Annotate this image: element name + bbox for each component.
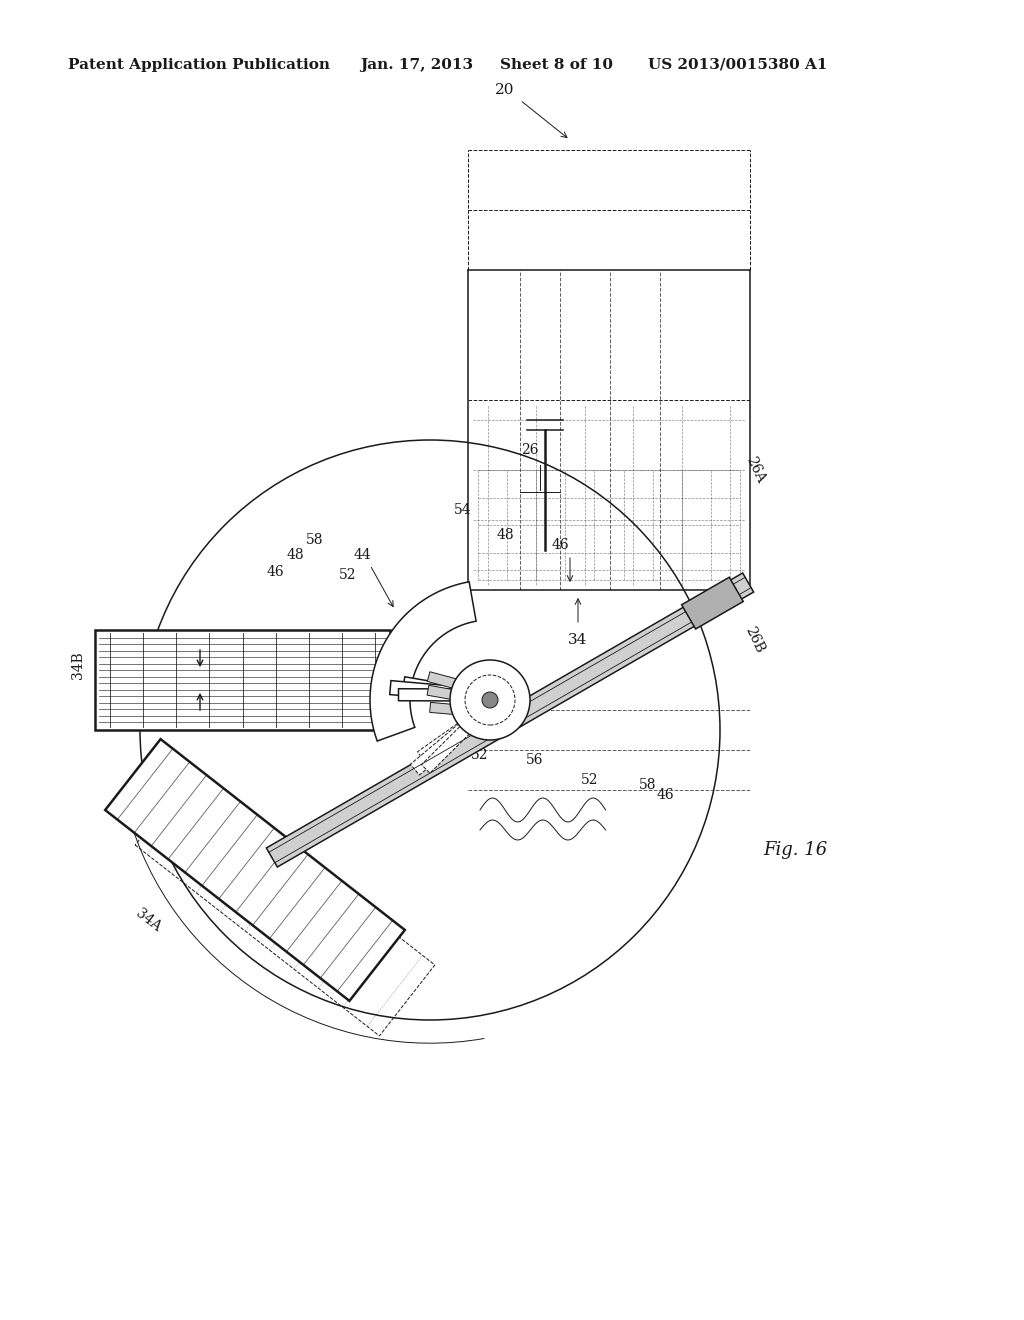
Text: 48: 48 <box>286 548 304 562</box>
Text: 46: 46 <box>266 565 284 579</box>
Text: 56: 56 <box>526 752 544 767</box>
Polygon shape <box>266 573 754 867</box>
Text: 26A: 26A <box>742 454 767 486</box>
Circle shape <box>450 660 530 741</box>
Text: 52: 52 <box>582 774 599 787</box>
Text: 34A: 34A <box>133 906 163 935</box>
Text: Sheet 8 of 10: Sheet 8 of 10 <box>500 58 613 73</box>
Text: AP: AP <box>128 818 147 832</box>
Text: 34: 34 <box>568 634 588 647</box>
Text: 46: 46 <box>551 539 568 552</box>
Text: 26: 26 <box>521 444 539 457</box>
Polygon shape <box>427 672 493 698</box>
Text: 46: 46 <box>656 788 674 803</box>
Text: 26B: 26B <box>742 624 767 656</box>
Text: 54: 54 <box>339 648 356 663</box>
Polygon shape <box>398 689 488 701</box>
Text: 56: 56 <box>376 634 394 647</box>
Text: 52: 52 <box>339 568 356 582</box>
Text: 20: 20 <box>496 83 515 96</box>
Polygon shape <box>418 702 494 762</box>
Polygon shape <box>422 701 494 774</box>
Text: Patent Application Publication: Patent Application Publication <box>68 58 330 73</box>
Text: 58: 58 <box>639 777 656 792</box>
Polygon shape <box>370 582 476 741</box>
Polygon shape <box>427 685 483 705</box>
Polygon shape <box>402 677 488 704</box>
Polygon shape <box>430 702 490 718</box>
Text: Fig. 16: Fig. 16 <box>763 841 827 859</box>
Text: 48: 48 <box>497 528 514 543</box>
Polygon shape <box>390 681 490 704</box>
Text: 48: 48 <box>301 704 318 717</box>
Text: 52: 52 <box>471 748 488 762</box>
Polygon shape <box>105 739 404 1001</box>
Text: Jan. 17, 2013: Jan. 17, 2013 <box>360 58 473 73</box>
Text: US 2013/0015380 A1: US 2013/0015380 A1 <box>648 58 827 73</box>
Text: 34B: 34B <box>71 651 85 678</box>
Polygon shape <box>95 630 390 730</box>
Text: 58: 58 <box>306 533 324 546</box>
Text: 54: 54 <box>455 503 472 517</box>
Polygon shape <box>682 577 743 630</box>
Circle shape <box>482 692 498 708</box>
Polygon shape <box>411 700 496 775</box>
Text: 44: 44 <box>353 548 371 562</box>
